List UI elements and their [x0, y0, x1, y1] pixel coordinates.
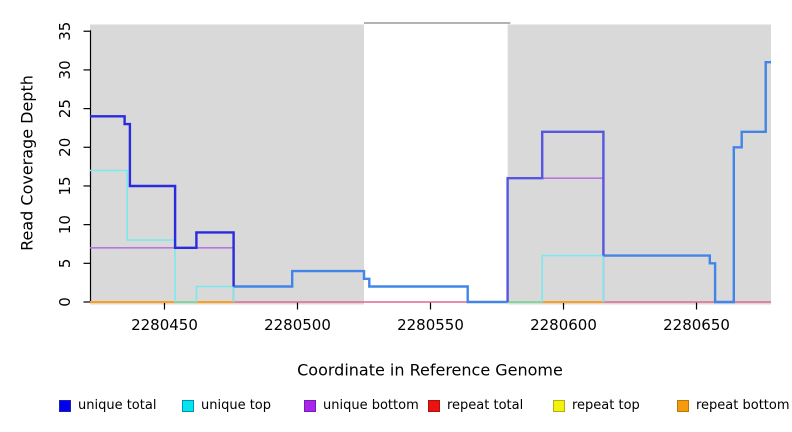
series-line-total-coverage-mid	[233, 269, 508, 304]
series-line-total-coverage-right	[603, 61, 771, 304]
y-tick-label: 5	[56, 259, 74, 269]
series-line-unique-top-mid	[195, 285, 235, 302]
series-line-unique-top-left	[90, 169, 176, 302]
x-axis-title: Coordinate in Reference Genome	[297, 360, 563, 380]
y-tick-label: 0	[56, 297, 74, 307]
y-axis-title: Read Coverage Depth	[17, 75, 37, 251]
covered-region-right	[507, 24, 771, 305]
y-tick-label: 20	[56, 138, 74, 157]
y-tick-label: 35	[56, 22, 74, 41]
x-tick-label: 2280450	[131, 316, 198, 334]
y-tick-label: 15	[56, 176, 74, 195]
y-tick-label: 25	[56, 99, 74, 118]
x-tick-label: 2280600	[530, 316, 597, 334]
x-tick-label: 2280550	[397, 316, 464, 334]
series-line-unique-total-right	[506, 130, 605, 302]
y-tick-label: 10	[56, 215, 74, 234]
series-line-unique-top-right	[541, 254, 605, 302]
x-tick-label: 2280650	[663, 316, 730, 334]
x-tick-label: 2280500	[264, 316, 331, 334]
covered-region-left	[90, 24, 364, 305]
y-tick-label: 30	[56, 60, 74, 79]
series-line-unique-total-left	[90, 115, 235, 287]
